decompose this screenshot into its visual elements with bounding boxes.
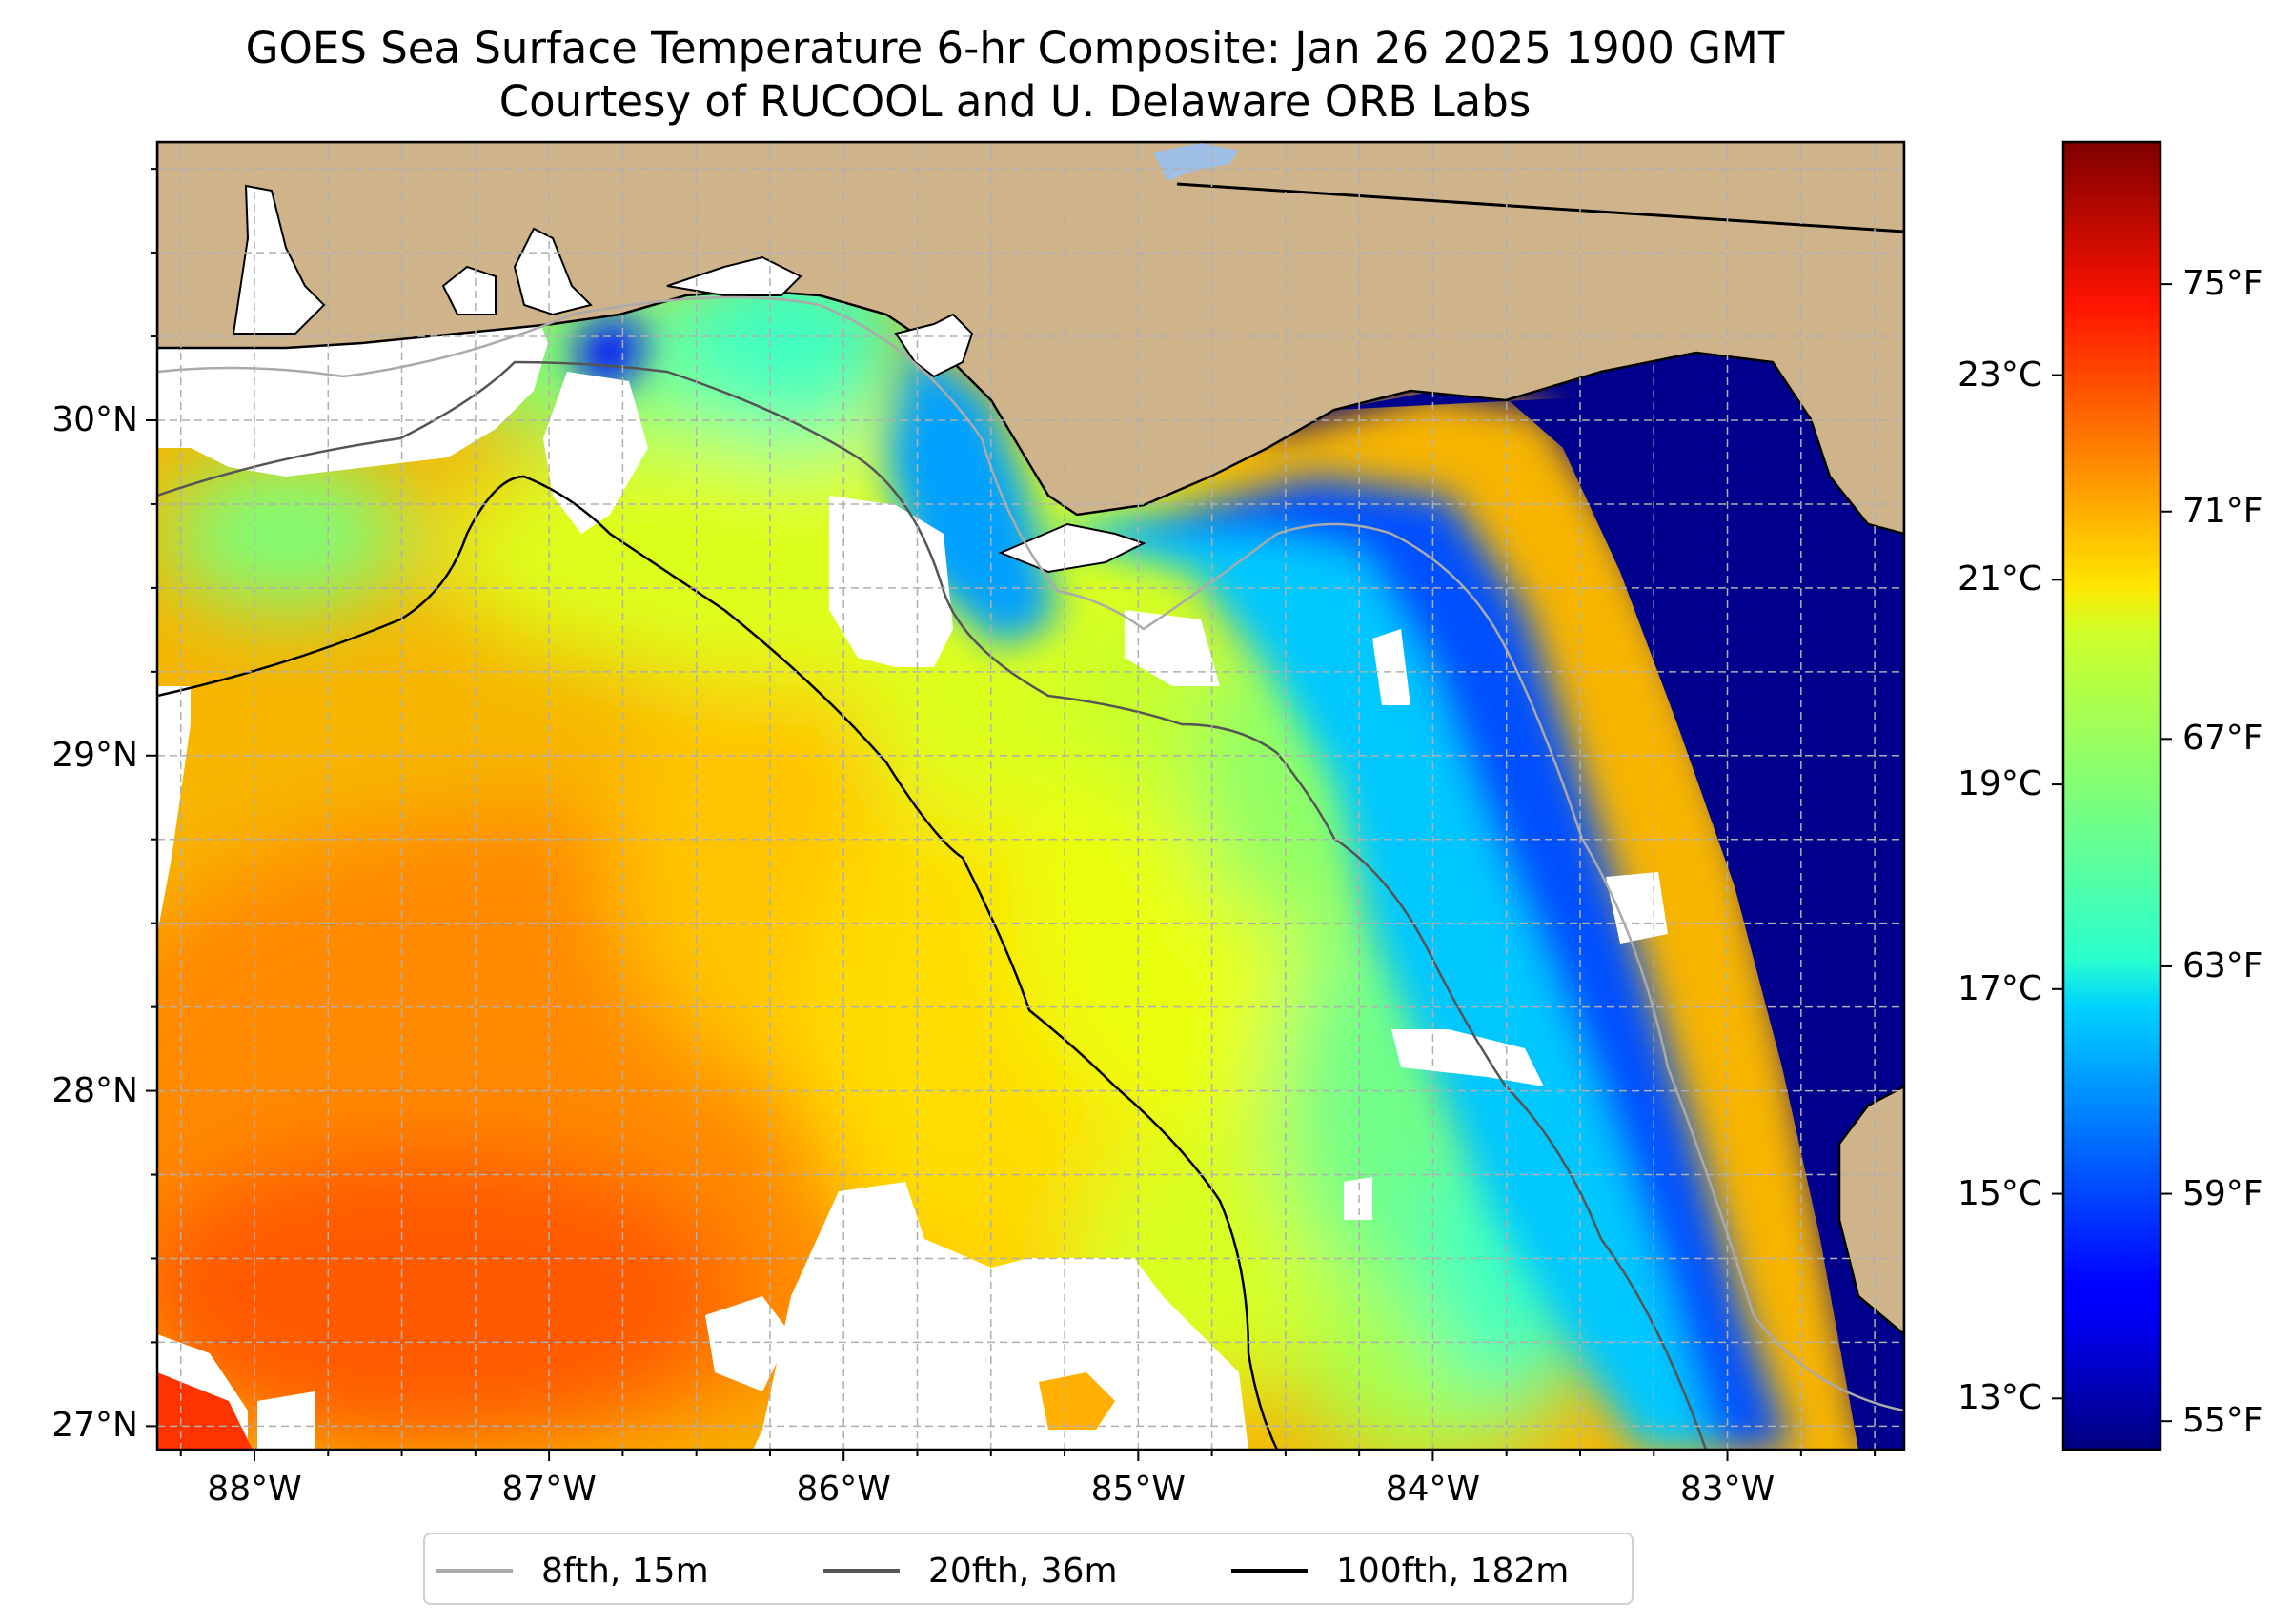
legend-swatch <box>1231 1568 1308 1573</box>
gridlines <box>157 142 1904 1450</box>
lat-tick-label: 30°N <box>51 399 138 439</box>
lon-tick-label: 86°W <box>796 1470 891 1509</box>
colorbar-fahrenheit-label: 63°F <box>2182 945 2263 985</box>
colorbar-celsius-label: 19°C <box>1958 764 2042 804</box>
legend-swatch <box>823 1568 900 1573</box>
colorbar-celsius-label: 23°C <box>1958 355 2042 395</box>
colorbar-celsius-label: 13°C <box>1958 1378 2042 1418</box>
lat-tick-label: 28°N <box>51 1070 138 1110</box>
legend-label: 100fth, 182m <box>1336 1551 1570 1591</box>
contour-8fth <box>157 295 1904 1412</box>
legend-item-8fth: 8fth, 15m <box>436 1534 709 1607</box>
legend-item-20fth: 20fth, 36m <box>823 1534 1118 1607</box>
map-frame <box>155 140 1906 1451</box>
map-ticks <box>146 168 1877 1461</box>
colorbar-celsius-label: 15°C <box>1958 1173 2042 1213</box>
lon-tick-label: 84°W <box>1385 1470 1481 1509</box>
lat-tick-label: 29°N <box>51 735 138 775</box>
lon-tick-label: 85°W <box>1090 1470 1187 1509</box>
colorbar <box>2061 140 2162 1451</box>
legend-label: 20fth, 36m <box>928 1551 1118 1591</box>
legend-item-100fth: 100fth, 182m <box>1231 1534 1569 1607</box>
colorbar-fahrenheit-label: 71°F <box>2182 491 2263 531</box>
colorbar-fahrenheit-label: 59°F <box>2182 1173 2263 1213</box>
colorbar-fahrenheit-label: 75°F <box>2182 264 2263 304</box>
map-title: GOES Sea Surface Temperature 6-hr Compos… <box>245 23 1785 73</box>
colorbar-fahrenheit-label: 67°F <box>2182 719 2263 759</box>
colorbar-ticks <box>2052 283 2172 1423</box>
lake <box>1153 143 1239 181</box>
state-boundary <box>1176 182 1904 233</box>
bays <box>232 184 1146 574</box>
lon-tick-label: 88°W <box>207 1470 302 1509</box>
land <box>157 142 1904 1336</box>
contour-100fth <box>157 475 1279 1450</box>
lon-tick-label: 87°W <box>501 1470 597 1509</box>
lat-tick-label: 27°N <box>51 1406 138 1446</box>
map-content <box>157 142 1904 1450</box>
colorbar-celsius-label: 21°C <box>1958 559 2042 599</box>
lon-tick-label: 83°W <box>1679 1470 1776 1509</box>
legend-swatch <box>436 1568 513 1573</box>
colorbar-fahrenheit-label: 55°F <box>2182 1401 2263 1441</box>
sst-coldest-water <box>1334 381 1904 1450</box>
depth-contour-legend: 8fth, 15m 20fth, 36m 100fth, 182m <box>423 1533 1634 1605</box>
legend-label: 8fth, 15m <box>541 1551 709 1591</box>
map-subtitle: Courtesy of RUCOOL and U. Delaware ORB L… <box>498 76 1532 127</box>
colorbar-celsius-label: 17°C <box>1958 968 2042 1008</box>
